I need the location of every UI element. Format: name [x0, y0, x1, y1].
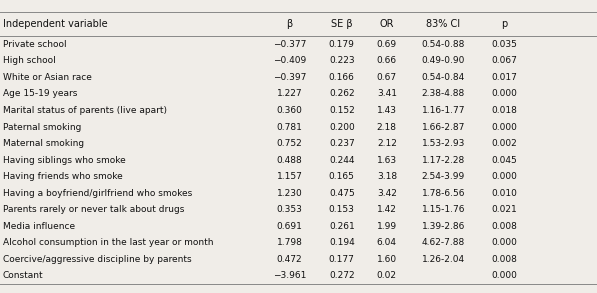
Text: 1.39-2.86: 1.39-2.86	[421, 222, 465, 231]
Text: 0.691: 0.691	[276, 222, 303, 231]
Text: 0.67: 0.67	[377, 73, 397, 82]
Text: Having friends who smoke: Having friends who smoke	[3, 172, 123, 181]
Text: 0.018: 0.018	[491, 106, 518, 115]
Text: 2.54-3.99: 2.54-3.99	[421, 172, 465, 181]
Text: 6.04: 6.04	[377, 238, 397, 247]
Text: 0.179: 0.179	[329, 40, 355, 49]
Text: 0.781: 0.781	[276, 122, 303, 132]
Text: 0.177: 0.177	[329, 255, 355, 264]
Text: Maternal smoking: Maternal smoking	[3, 139, 84, 148]
Text: 0.66: 0.66	[377, 56, 397, 65]
Text: 0.261: 0.261	[329, 222, 355, 231]
Text: 1.15-1.76: 1.15-1.76	[421, 205, 465, 214]
Text: 0.02: 0.02	[377, 271, 397, 280]
Text: White or Asian race: White or Asian race	[3, 73, 92, 82]
Text: 0.035: 0.035	[491, 40, 518, 49]
Text: 2.12: 2.12	[377, 139, 397, 148]
Text: 0.010: 0.010	[491, 189, 518, 198]
Text: 1.798: 1.798	[276, 238, 303, 247]
Text: 1.230: 1.230	[276, 189, 303, 198]
Text: 0.69: 0.69	[377, 40, 397, 49]
Text: 0.272: 0.272	[329, 271, 355, 280]
Text: Independent variable: Independent variable	[3, 19, 107, 29]
Text: 2.38-4.88: 2.38-4.88	[421, 89, 465, 98]
Text: 83% CI: 83% CI	[426, 19, 460, 29]
Text: Media influence: Media influence	[3, 222, 75, 231]
Text: 0.021: 0.021	[491, 205, 518, 214]
Text: 0.54-0.84: 0.54-0.84	[421, 73, 465, 82]
Text: 0.008: 0.008	[491, 222, 518, 231]
Text: 1.43: 1.43	[377, 106, 397, 115]
Text: 0.017: 0.017	[491, 73, 518, 82]
Text: 3.18: 3.18	[377, 172, 397, 181]
Text: 0.152: 0.152	[329, 106, 355, 115]
Text: 0.000: 0.000	[491, 238, 518, 247]
Text: 0.262: 0.262	[329, 89, 355, 98]
Text: 1.78-6.56: 1.78-6.56	[421, 189, 465, 198]
Text: 1.17-2.28: 1.17-2.28	[421, 156, 465, 165]
Text: SE β: SE β	[331, 19, 353, 29]
Text: −0.409: −0.409	[273, 56, 306, 65]
Text: 0.000: 0.000	[491, 172, 518, 181]
Text: 0.153: 0.153	[329, 205, 355, 214]
Text: 1.60: 1.60	[377, 255, 397, 264]
Text: 2.18: 2.18	[377, 122, 397, 132]
Text: 0.194: 0.194	[329, 238, 355, 247]
Text: 0.200: 0.200	[329, 122, 355, 132]
Text: Constant: Constant	[3, 271, 44, 280]
Text: −0.377: −0.377	[273, 40, 306, 49]
Text: 0.752: 0.752	[276, 139, 303, 148]
Text: −0.397: −0.397	[273, 73, 306, 82]
Text: 0.360: 0.360	[276, 106, 303, 115]
Text: −3.961: −3.961	[273, 271, 306, 280]
Text: 1.99: 1.99	[377, 222, 397, 231]
Text: 3.41: 3.41	[377, 89, 397, 98]
Text: 1.53-2.93: 1.53-2.93	[421, 139, 465, 148]
Text: Age 15-19 years: Age 15-19 years	[3, 89, 78, 98]
Text: 0.49-0.90: 0.49-0.90	[421, 56, 465, 65]
Text: Having siblings who smoke: Having siblings who smoke	[3, 156, 126, 165]
Text: 0.353: 0.353	[276, 205, 303, 214]
Text: 0.472: 0.472	[277, 255, 302, 264]
Text: 1.157: 1.157	[276, 172, 303, 181]
Text: 0.045: 0.045	[491, 156, 518, 165]
Text: 0.166: 0.166	[329, 73, 355, 82]
Text: Private school: Private school	[3, 40, 67, 49]
Text: 1.63: 1.63	[377, 156, 397, 165]
Text: 0.000: 0.000	[491, 122, 518, 132]
Text: β: β	[287, 19, 293, 29]
Text: 0.067: 0.067	[491, 56, 518, 65]
Text: Alcohol consumption in the last year or month: Alcohol consumption in the last year or …	[3, 238, 214, 247]
Text: 0.54-0.88: 0.54-0.88	[421, 40, 465, 49]
Text: 0.000: 0.000	[491, 271, 518, 280]
Text: 1.227: 1.227	[277, 89, 302, 98]
Text: 0.002: 0.002	[491, 139, 518, 148]
Text: Having a boyfriend/girlfriend who smokes: Having a boyfriend/girlfriend who smokes	[3, 189, 192, 198]
Text: Parents rarely or never talk about drugs: Parents rarely or never talk about drugs	[3, 205, 184, 214]
Text: 0.165: 0.165	[329, 172, 355, 181]
Text: 1.66-2.87: 1.66-2.87	[421, 122, 465, 132]
Text: Paternal smoking: Paternal smoking	[3, 122, 81, 132]
Text: 0.000: 0.000	[491, 89, 518, 98]
Text: 0.475: 0.475	[329, 189, 355, 198]
Text: p: p	[501, 19, 507, 29]
Text: 1.42: 1.42	[377, 205, 397, 214]
Text: High school: High school	[3, 56, 56, 65]
Text: Marital status of parents (live apart): Marital status of parents (live apart)	[3, 106, 167, 115]
Text: 0.008: 0.008	[491, 255, 518, 264]
Text: 0.237: 0.237	[329, 139, 355, 148]
Text: 3.42: 3.42	[377, 189, 397, 198]
Text: Coercive/aggressive discipline by parents: Coercive/aggressive discipline by parent…	[3, 255, 192, 264]
Text: 0.488: 0.488	[276, 156, 303, 165]
Text: 0.223: 0.223	[329, 56, 355, 65]
Text: 0.244: 0.244	[329, 156, 355, 165]
Text: OR: OR	[380, 19, 394, 29]
Text: 1.26-2.04: 1.26-2.04	[421, 255, 465, 264]
Text: 4.62-7.88: 4.62-7.88	[421, 238, 465, 247]
Text: 1.16-1.77: 1.16-1.77	[421, 106, 465, 115]
